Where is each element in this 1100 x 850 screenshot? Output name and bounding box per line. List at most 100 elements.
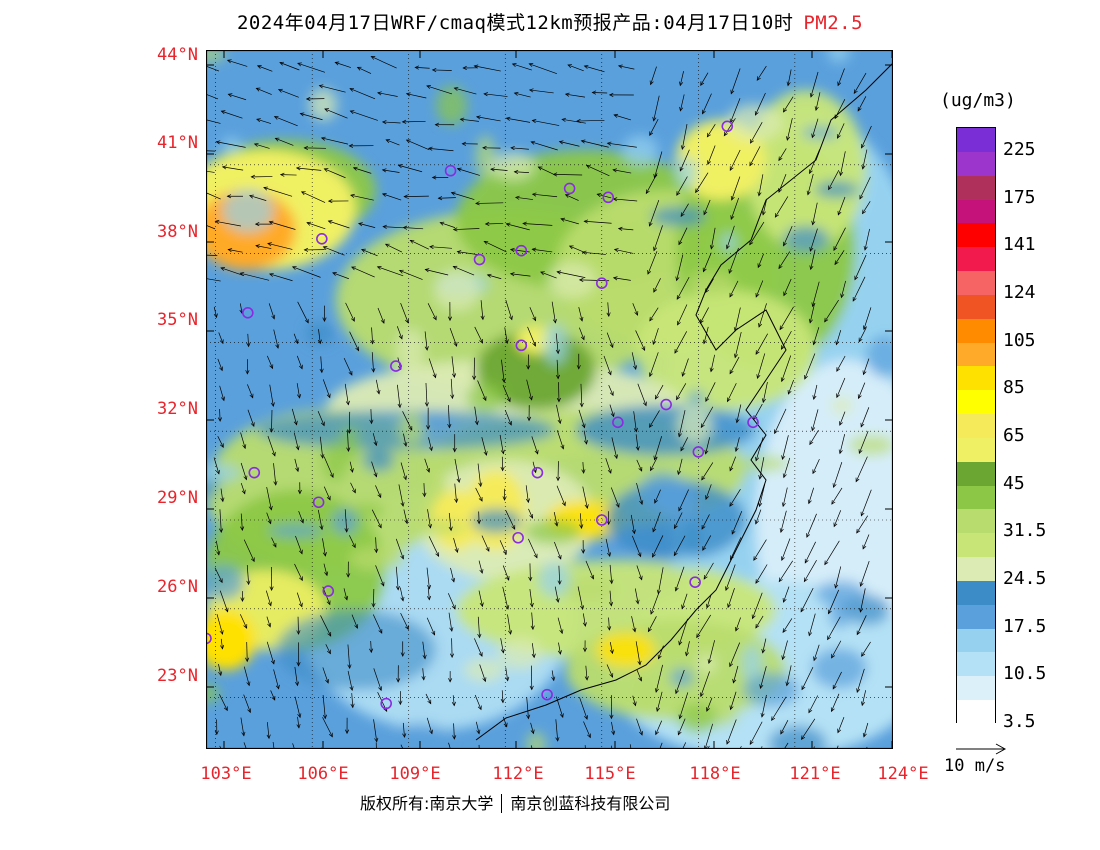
wind-arrow <box>395 566 400 591</box>
wind-arrow <box>206 150 216 152</box>
title-species: PM2.5 <box>803 12 864 34</box>
wind-arrow <box>500 456 505 472</box>
wind-arrow <box>424 268 449 276</box>
wind-arrow <box>812 327 820 346</box>
wind-arrow <box>755 333 768 355</box>
concentration-patch <box>321 441 348 483</box>
wind-arrow <box>396 665 401 683</box>
wind-arrow <box>727 383 737 403</box>
wind-arrow <box>298 510 304 524</box>
wind-arrow <box>649 410 660 428</box>
wind-arrow <box>659 742 663 749</box>
wind-arrow <box>528 538 538 559</box>
wind-arrow <box>632 695 637 707</box>
wind-arrow <box>526 354 531 370</box>
wind-arrow <box>729 489 741 507</box>
wind-arrow <box>726 719 737 745</box>
wind-arrow <box>269 384 275 407</box>
wind-arrow <box>681 358 689 377</box>
wind-arrow <box>300 191 326 203</box>
wind-arrow <box>513 91 531 98</box>
wind-arrow <box>447 302 453 322</box>
wind-arrow <box>527 326 537 347</box>
wind-arrow <box>322 695 328 720</box>
lon-label: 106°E <box>297 764 349 784</box>
map-frame <box>206 50 893 749</box>
wind-arrow <box>220 110 243 119</box>
wind-arrow <box>652 511 661 533</box>
wind-arrow <box>809 228 818 252</box>
wind-arrow <box>636 718 643 736</box>
wind-arrow <box>447 593 456 610</box>
lon-label: 124°E <box>877 764 929 784</box>
concentration-patch <box>677 404 713 445</box>
wind-arrow <box>728 247 739 274</box>
wind-arrow <box>706 697 713 712</box>
wind-arrow <box>269 410 274 433</box>
wind-arrow <box>371 589 376 608</box>
wind-arrow <box>297 62 326 73</box>
wind-arrow <box>322 379 331 399</box>
wind-arrow <box>567 64 584 72</box>
wind-arrow <box>226 59 248 67</box>
wind-arrow <box>213 306 218 319</box>
wind-arrow <box>505 222 530 231</box>
wind-arrow <box>303 145 326 150</box>
wind-arrow <box>297 301 309 324</box>
wind-arrow <box>266 641 275 665</box>
wind-arrow <box>778 173 787 193</box>
wind-arrow <box>732 665 739 684</box>
concentration-patch <box>683 520 702 555</box>
wind-arrow <box>729 280 739 298</box>
wind-arrow <box>555 359 561 380</box>
wind-arrow <box>675 254 684 282</box>
wind-arrow <box>578 409 586 429</box>
wind-arrow <box>583 721 591 739</box>
wind-arrow <box>678 227 688 246</box>
wind-arrow <box>510 146 529 151</box>
wind-arrow <box>557 642 562 655</box>
wind-arrow <box>750 122 763 144</box>
concentration-patch <box>676 156 698 189</box>
wind-arrow <box>556 461 561 482</box>
wind-arrow <box>836 355 846 372</box>
wind-arrow <box>758 457 765 480</box>
wind-arrow <box>774 408 787 435</box>
wind-arrow <box>348 143 374 148</box>
wind-arrow <box>453 537 459 553</box>
wind-arrow <box>579 513 584 529</box>
wind-arrow <box>500 690 505 704</box>
wind-arrow <box>677 410 686 438</box>
wind-arrow <box>800 587 814 613</box>
wind-arrow <box>221 165 244 171</box>
wind-arrow <box>856 515 869 534</box>
wind-arrow <box>475 487 483 502</box>
wind-arrow <box>273 669 280 690</box>
wind-arrow <box>400 462 407 481</box>
wind-arrow <box>779 510 787 533</box>
wind-arrow <box>296 642 301 667</box>
wind-arrow <box>856 668 865 693</box>
wind-arrow <box>556 382 561 403</box>
wind-arrow <box>345 302 355 322</box>
wind-arrow <box>701 93 712 115</box>
wind-arrow <box>702 535 712 551</box>
colorbar-label: 175 <box>1003 186 1036 208</box>
city-marker <box>563 182 576 195</box>
wind-arrow <box>428 437 433 452</box>
concentration-patch <box>801 126 840 139</box>
lon-label: 121°E <box>789 764 841 784</box>
wind-arrow <box>374 537 379 554</box>
concentration-patch <box>206 565 245 601</box>
wind-arrow <box>696 614 712 639</box>
wind-arrow <box>585 560 595 580</box>
concentration-patch <box>471 508 522 534</box>
wind-arrow <box>206 170 215 173</box>
colorbar-swatch <box>957 628 995 653</box>
concentration-patch <box>650 206 706 227</box>
wind-arrow <box>833 510 842 528</box>
coastline <box>475 62 893 741</box>
wind-arrow <box>609 695 614 720</box>
wind-arrow <box>372 433 378 447</box>
colorbar-swatch <box>957 342 995 367</box>
